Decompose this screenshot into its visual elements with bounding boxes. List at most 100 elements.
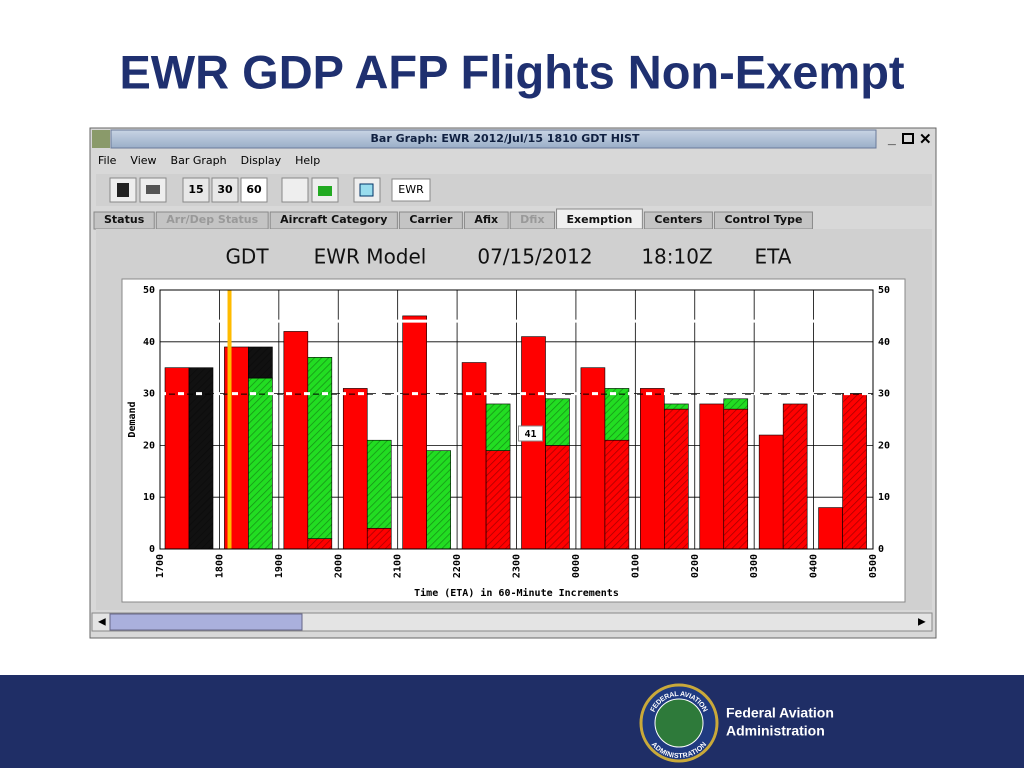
y-tick-label: 50 [143,285,155,296]
y2-tick-label: 30 [878,389,890,400]
segment-hatch [604,440,629,549]
airport-box[interactable] [391,178,431,202]
bar [521,336,546,550]
segment-hatch [189,367,213,549]
chart-heading: EWR Model [314,245,427,269]
annotation: 41 [524,429,536,440]
menu-item[interactable]: Bar Graph [171,154,227,167]
footer [0,675,1024,768]
interval-label: 30 [217,183,233,196]
footer-text: Administration [726,723,825,739]
segment-hatch [842,393,867,549]
x-tick-label: 1800 [214,554,225,578]
logo-globe [654,698,704,748]
y2-tick-label: 10 [878,492,890,503]
x-tick-label: 2000 [333,554,344,578]
bar [342,388,368,550]
bar [758,434,784,550]
print-icon [146,185,160,194]
window-icon [92,130,110,148]
airport-label: EWR [398,183,424,196]
y2-tick-label: 40 [878,337,890,348]
window-title: Bar Graph: EWR 2012/Jul/15 1810 GDT HIST [371,132,640,145]
chart-heading: ETA [755,245,792,269]
segment-hatch [486,403,511,451]
bar [818,507,843,550]
title-bar [110,129,877,149]
tab-label: Aircraft Category [280,213,387,226]
scroll-thumb[interactable] [109,613,303,631]
segment-hatch [604,388,629,441]
segment-hatch [307,357,332,539]
bar [699,403,725,550]
segment-hatch [367,528,392,549]
x-tick-label: 1700 [155,554,166,578]
segment-hatch [664,403,689,410]
segment-hatch [783,403,808,549]
menu-item[interactable]: Display [241,154,282,167]
scroll-left[interactable]: ◀ [98,617,106,628]
chart-heading: 07/15/2012 [477,245,592,269]
x-tick-label: 1900 [274,554,285,578]
x-axis-label: Time (ETA) in 60-Minute Increments [414,587,619,599]
scroll-right[interactable]: ▶ [918,617,926,628]
x-tick-label: 0100 [630,554,641,578]
y-tick-label: 30 [143,389,155,400]
interval-button[interactable] [182,177,210,203]
tab-label: Control Type [724,213,802,226]
footer-text: Federal Aviation [726,705,834,721]
y-tick-label: 40 [143,337,155,348]
chart-heading: 18:10Z [641,245,712,269]
segment-hatch [426,450,451,549]
segment-hatch [545,398,570,446]
menu-item[interactable]: File [98,154,117,167]
close[interactable]: ✕ [919,131,932,148]
tab-label: Exemption [567,213,633,226]
x-tick-label: 0500 [868,554,879,578]
back-icon [359,183,374,197]
tab-label: Dfix [520,213,544,226]
x-tick-label: 0300 [749,554,760,578]
save-icon [117,183,129,197]
slide-title: EWR GDP AFP Flights Non-Exempt [119,45,904,98]
minimize[interactable]: _ [887,131,896,147]
layout-button[interactable] [281,177,309,203]
annotation-box [518,425,543,442]
menu-item[interactable]: View [130,154,156,167]
segment-hatch [367,440,392,529]
segment-hatch [486,450,511,549]
segment-hatch [723,409,748,549]
segment-hatch [248,378,273,549]
maximize[interactable] [902,133,914,144]
y2-tick-label: 20 [878,440,890,451]
y2-tick-label: 0 [878,544,884,555]
bar [283,331,309,550]
menu-item[interactable]: Help [295,154,320,167]
interval-button[interactable] [240,177,268,203]
segment-hatch [723,398,748,410]
chart-icon [318,186,332,196]
tab-label: Centers [654,213,703,226]
interval-label: 15 [188,183,203,196]
interval-label: 60 [246,183,262,196]
interval-button[interactable] [211,177,239,203]
tab-label: Afix [474,213,498,226]
x-tick-label: 0400 [809,554,820,578]
x-tick-label: 2300 [512,554,523,578]
y2-tick-label: 50 [878,285,890,296]
bar [461,362,487,550]
bar [164,367,190,550]
tab-label: Carrier [409,213,453,226]
segment-hatch [545,445,570,549]
bar [402,315,427,550]
y-tick-label: 10 [143,492,155,503]
bar [640,388,665,550]
x-tick-label: 0200 [690,554,701,578]
plot-frame [159,289,874,550]
x-tick-label: 2100 [393,554,404,578]
x-tick-label: 0000 [571,554,582,578]
segment-hatch [664,409,689,549]
segment-hatch [307,538,332,549]
